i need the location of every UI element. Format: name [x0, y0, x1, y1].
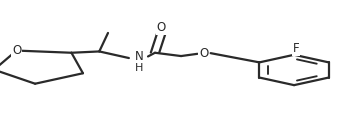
- Text: O: O: [12, 44, 21, 57]
- Text: H: H: [135, 63, 143, 73]
- Text: N: N: [135, 50, 144, 63]
- Text: O: O: [199, 47, 208, 60]
- Text: F: F: [292, 42, 299, 55]
- Text: O: O: [157, 21, 166, 34]
